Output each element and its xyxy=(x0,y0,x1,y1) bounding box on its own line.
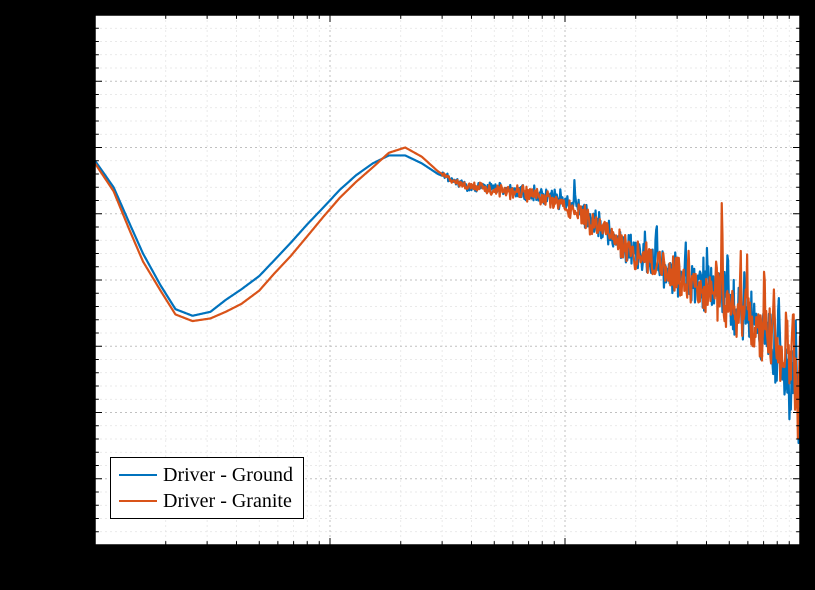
legend-swatch xyxy=(119,500,157,502)
legend-item-0: Driver - Ground xyxy=(119,462,293,488)
legend-swatch xyxy=(119,474,157,476)
legend-label: Driver - Granite xyxy=(163,490,292,513)
chart-container: Driver - Ground Driver - Granite xyxy=(0,0,815,590)
legend: Driver - Ground Driver - Granite xyxy=(110,457,304,519)
legend-item-1: Driver - Granite xyxy=(119,488,293,514)
legend-label: Driver - Ground xyxy=(163,464,293,487)
